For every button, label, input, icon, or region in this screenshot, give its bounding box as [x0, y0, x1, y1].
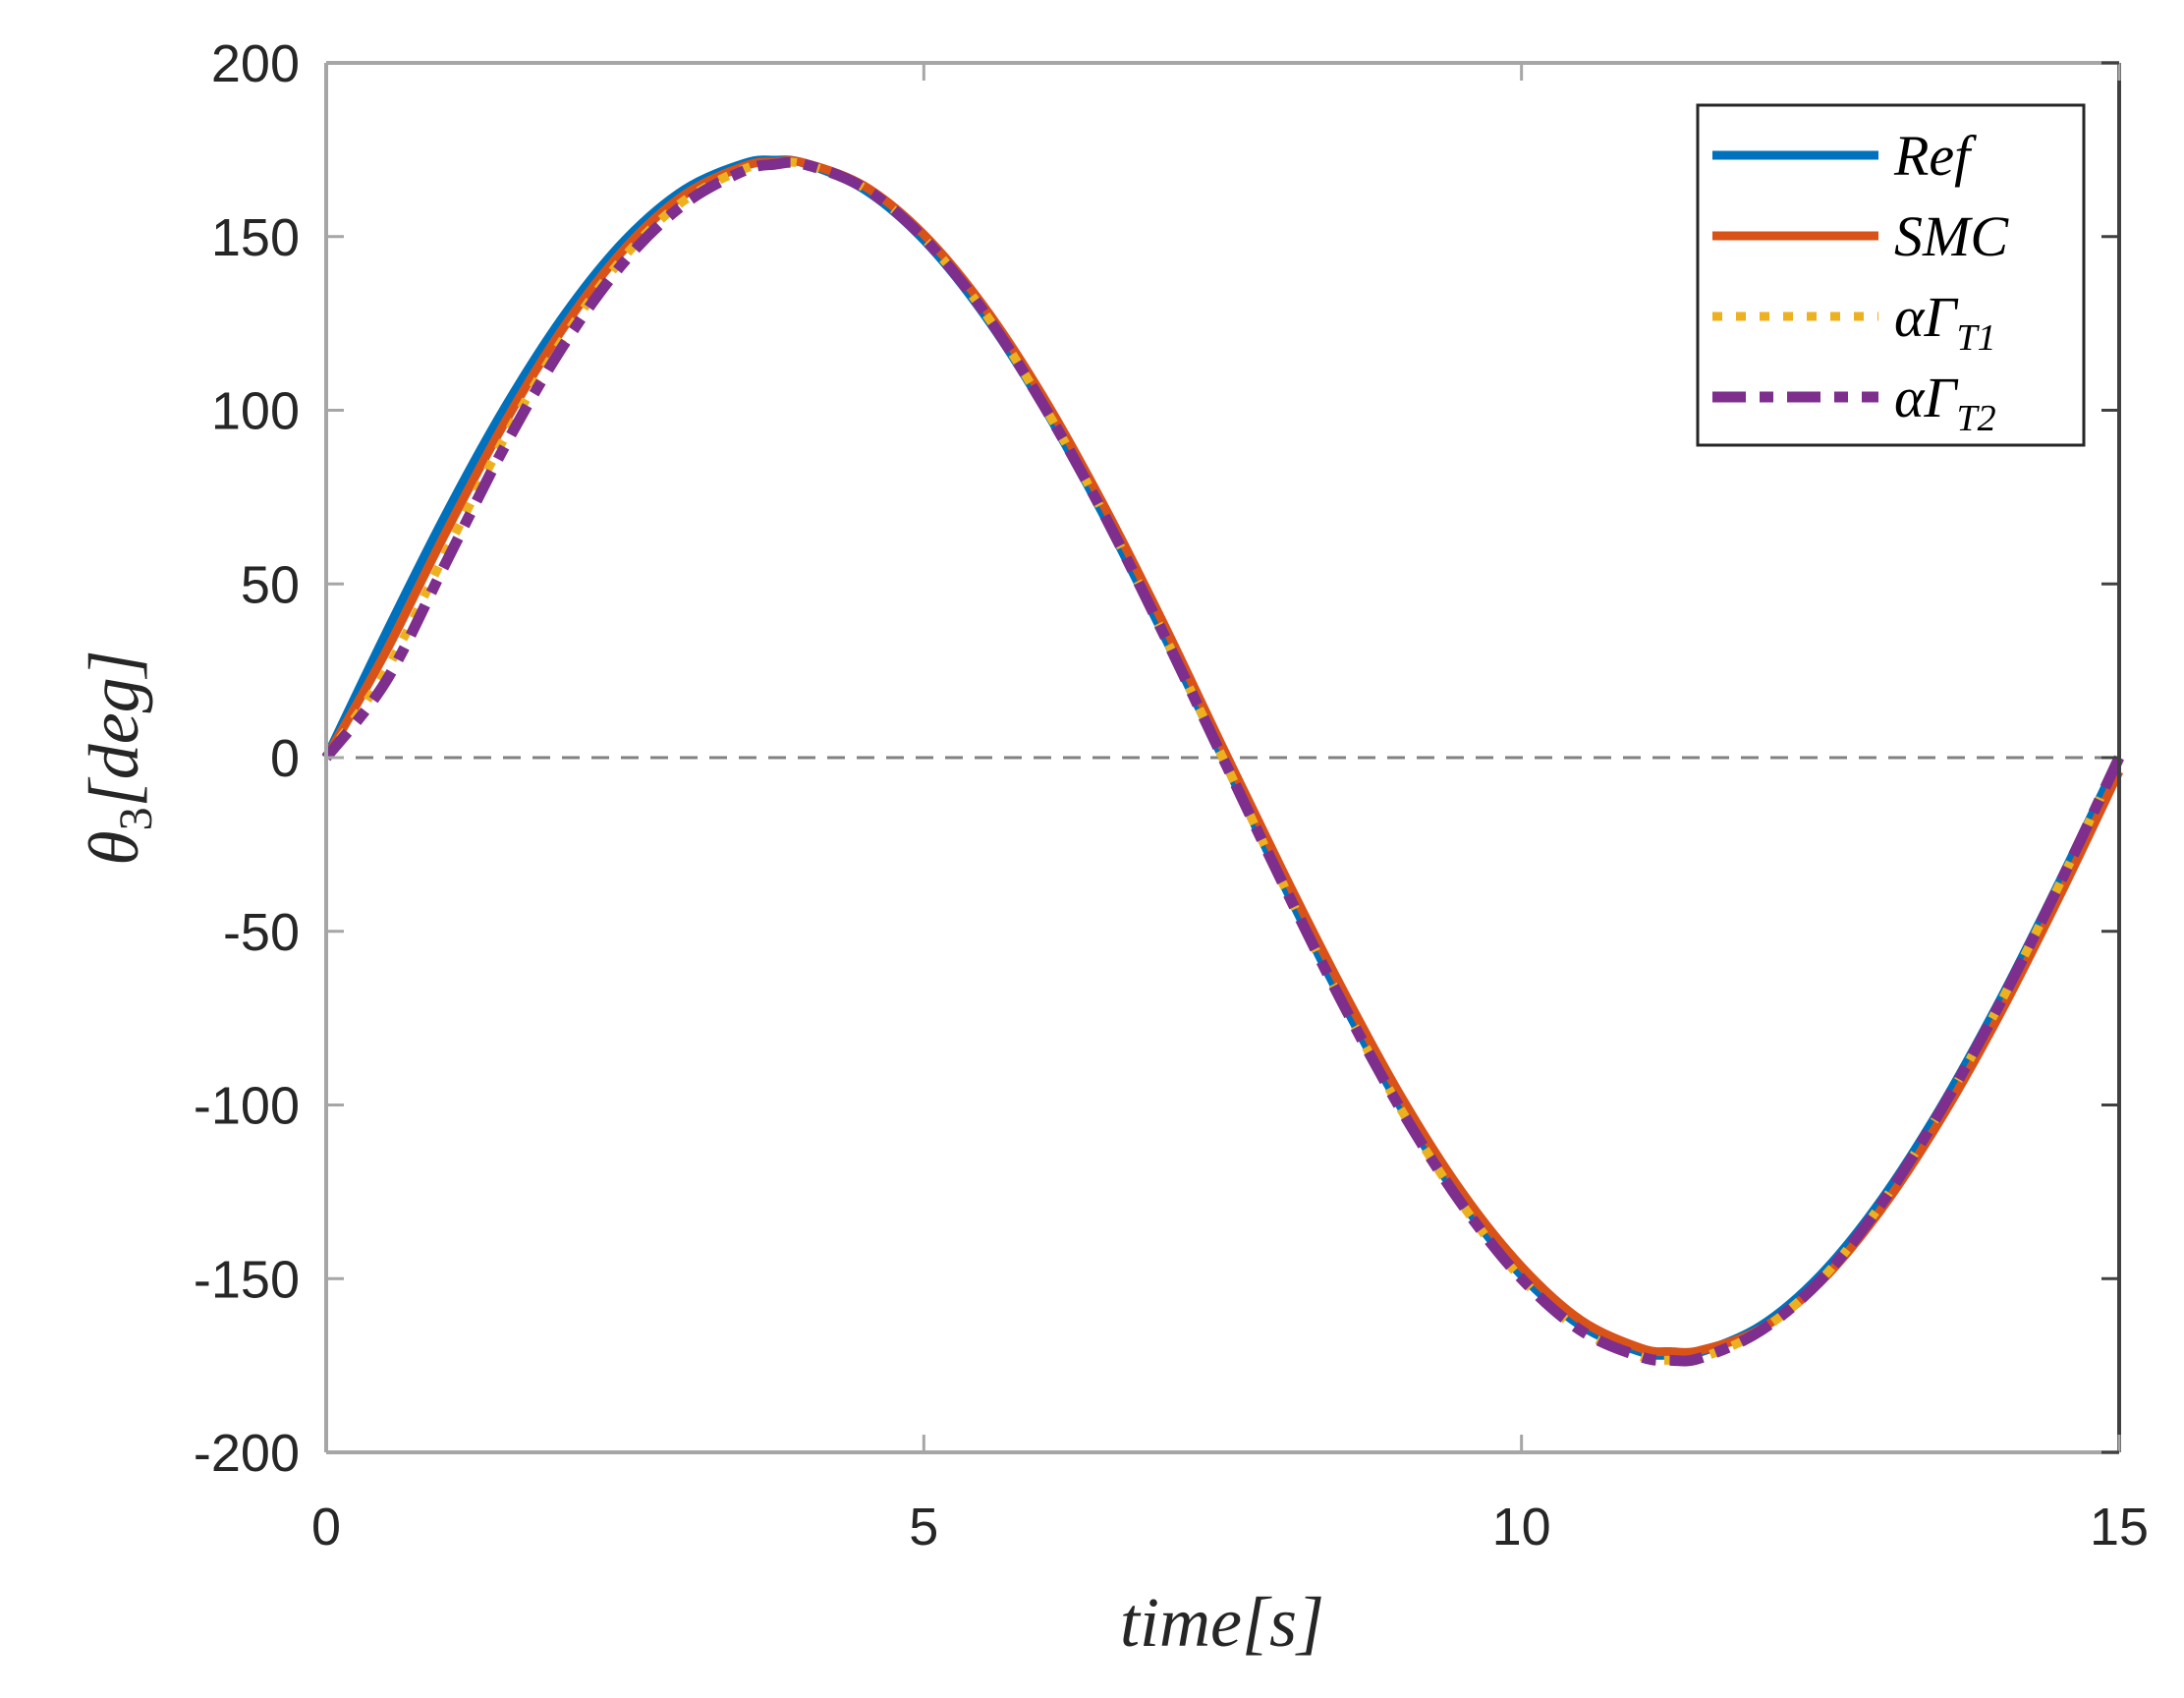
series-layer — [321, 155, 2124, 1367]
x-tick-label: 15 — [2090, 1498, 2149, 1556]
legend-box — [1696, 103, 2086, 447]
x-axis-title: time[s] — [1120, 1583, 1324, 1662]
legend-label-0: Ref — [1893, 124, 1977, 188]
y-tick-label: 100 — [211, 382, 300, 441]
ticks-layer: 0 5 10 15 200 150 100 50 0 -50 -100 -150 -200 — [194, 34, 2149, 1556]
series-line-2 — [322, 157, 2124, 1366]
x-tick-label: 0 — [311, 1498, 341, 1556]
y-axis-title: θ3[deg] — [75, 650, 162, 865]
series-line-3 — [321, 156, 2124, 1367]
y-tick-label: -150 — [194, 1250, 300, 1309]
x-tick-label: 10 — [1492, 1498, 1551, 1556]
y-tick-label: 200 — [211, 34, 300, 93]
legend-label-3: αΓT2 — [1894, 366, 1996, 439]
y-tick-label: -100 — [194, 1077, 300, 1136]
y-tick-label: 0 — [270, 729, 300, 788]
y-tick-label: 50 — [241, 555, 300, 614]
legend-label-1: SMC — [1894, 204, 2009, 268]
legend-label-2: αΓT1 — [1894, 285, 1996, 359]
y-tick-label: -50 — [223, 903, 300, 962]
y-tick-label: -200 — [194, 1424, 300, 1483]
x-tick-label: 5 — [909, 1498, 938, 1556]
y-tick-label: 150 — [211, 208, 300, 267]
